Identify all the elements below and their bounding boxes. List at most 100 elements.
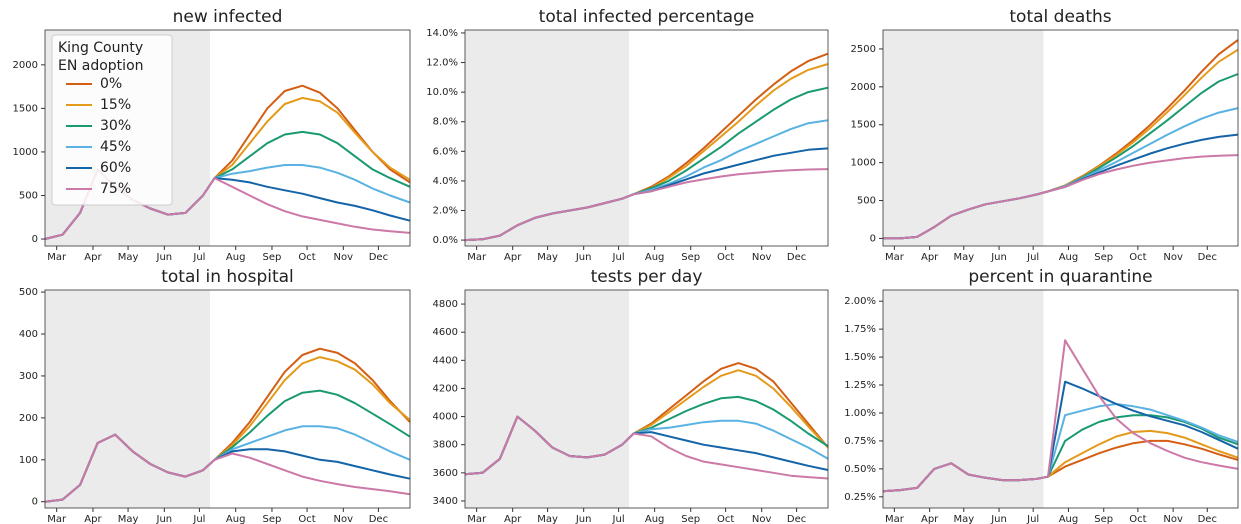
x-tick-label: Sep	[263, 252, 282, 263]
pre-period-shade	[45, 290, 210, 508]
x-tick-label: Nov	[1163, 514, 1183, 524]
x-tick-label: Aug	[645, 252, 665, 263]
y-tick-label: 1.75%	[844, 324, 876, 335]
panel-title: total infected percentage	[539, 7, 755, 27]
x-tick-label: Jun	[156, 514, 173, 524]
pre-period-shade	[883, 290, 1044, 508]
x-tick-label: Aug	[1059, 514, 1079, 524]
y-tick-label: 0	[32, 234, 38, 245]
panel-title: percent in quarantine	[968, 267, 1152, 287]
series-line	[44, 433, 411, 503]
legend-label: 60%	[100, 160, 131, 176]
x-tick-label: Nov	[752, 514, 772, 524]
y-tick-label: 4800	[433, 299, 458, 310]
panel-title: total in hospital	[161, 267, 294, 287]
x-tick-label: Oct	[298, 252, 315, 263]
y-tick-label: 0.25%	[844, 492, 876, 503]
x-tick-label: Jul	[612, 252, 625, 263]
y-tick-label: 2000	[851, 82, 876, 93]
x-tick-label: Jul	[612, 514, 625, 524]
y-tick-label: 2.0%	[433, 205, 458, 216]
plot-frame	[882, 29, 1239, 247]
x-tick-label: Dec	[1198, 252, 1217, 263]
y-tick-label: 2000	[13, 60, 38, 71]
x-tick-label: Dec	[369, 514, 388, 524]
x-tick-label: Apr	[84, 252, 102, 263]
series-line	[464, 415, 829, 480]
legend-title: EN adoption	[58, 58, 144, 74]
y-tick-label: 4400	[433, 355, 458, 366]
y-tick-label: 4000	[433, 412, 458, 423]
x-tick-label: Sep	[1094, 252, 1113, 263]
x-tick-label: Mar	[885, 252, 905, 263]
y-tick-label: 2500	[851, 44, 876, 55]
pre-period-shade	[465, 290, 630, 508]
y-tick-label: 300	[19, 371, 38, 382]
x-tick-label: Oct	[1129, 252, 1146, 263]
y-tick-label: 8.0%	[433, 117, 458, 128]
x-tick-label: Sep	[681, 252, 700, 263]
x-tick-label: May	[118, 514, 139, 524]
y-tick-label: 0	[870, 233, 876, 244]
x-tick-label: Jun	[990, 514, 1007, 524]
x-tick-label: Aug	[645, 514, 665, 524]
pre-period-shade	[465, 30, 630, 246]
y-tick-label: 1.00%	[844, 408, 876, 419]
y-tick-label: 12.0%	[426, 58, 458, 69]
x-tick-label: Mar	[47, 252, 67, 263]
y-tick-label: 2.00%	[844, 296, 876, 307]
y-tick-label: 1000	[851, 158, 876, 169]
x-tick-label: Apr	[84, 514, 102, 524]
x-tick-label: Jul	[192, 252, 205, 263]
y-tick-label: 4600	[433, 327, 458, 338]
x-tick-label: Mar	[467, 514, 487, 524]
panel-title: new infected	[173, 7, 283, 27]
x-tick-label: Jul	[1026, 252, 1039, 263]
panel: total infected percentage 0.0% 2.0% 4.0% 6.0…	[426, 7, 829, 263]
y-tick-label: 1500	[13, 103, 38, 114]
y-tick-label: 500	[857, 196, 876, 207]
x-tick-label: May	[537, 252, 558, 263]
x-tick-label: Oct	[1129, 514, 1146, 524]
plot-frame	[464, 29, 829, 247]
legend-label: 45%	[100, 139, 131, 155]
y-tick-label: 100	[19, 455, 38, 466]
plot-frame	[44, 29, 411, 247]
y-tick-label: 400	[19, 329, 38, 340]
series-line	[882, 339, 1239, 493]
plot-frame	[464, 289, 829, 509]
x-tick-label: May	[118, 252, 139, 263]
panel-title: tests per day	[591, 267, 703, 287]
y-tick-label: 1.50%	[844, 352, 876, 363]
x-tick-label: Nov	[334, 514, 354, 524]
x-tick-label: Sep	[1094, 514, 1113, 524]
x-tick-label: Mar	[467, 252, 487, 263]
y-tick-label: 3600	[433, 468, 458, 479]
x-tick-label: Nov	[1163, 252, 1183, 263]
x-tick-label: Aug	[1059, 252, 1079, 263]
x-tick-label: Apr	[504, 514, 522, 524]
y-tick-label: 4200	[433, 383, 458, 394]
y-tick-label: 0.0%	[433, 235, 458, 246]
y-tick-label: 500	[19, 190, 38, 201]
y-tick-label: 1000	[13, 147, 38, 158]
x-tick-label: Sep	[681, 514, 700, 524]
panel: total in hospital 0 100 200 300 400 500 Mar Apr M…	[19, 267, 411, 524]
x-tick-label: May	[537, 514, 558, 524]
x-tick-label: May	[953, 514, 974, 524]
x-tick-label: Mar	[47, 514, 67, 524]
legend-box	[51, 34, 173, 206]
y-tick-label: 3800	[433, 440, 458, 451]
x-tick-label: Jun	[990, 252, 1007, 263]
plot-frame	[882, 289, 1239, 509]
x-tick-label: Aug	[226, 252, 246, 263]
x-tick-label: Dec	[787, 514, 806, 524]
x-tick-label: Dec	[787, 252, 806, 263]
x-tick-label: May	[953, 252, 974, 263]
x-tick-label: Aug	[226, 514, 246, 524]
x-tick-label: Jun	[575, 514, 592, 524]
y-tick-label: 10.0%	[426, 87, 458, 98]
legend-label: 75%	[100, 181, 131, 197]
x-tick-label: Jun	[575, 252, 592, 263]
